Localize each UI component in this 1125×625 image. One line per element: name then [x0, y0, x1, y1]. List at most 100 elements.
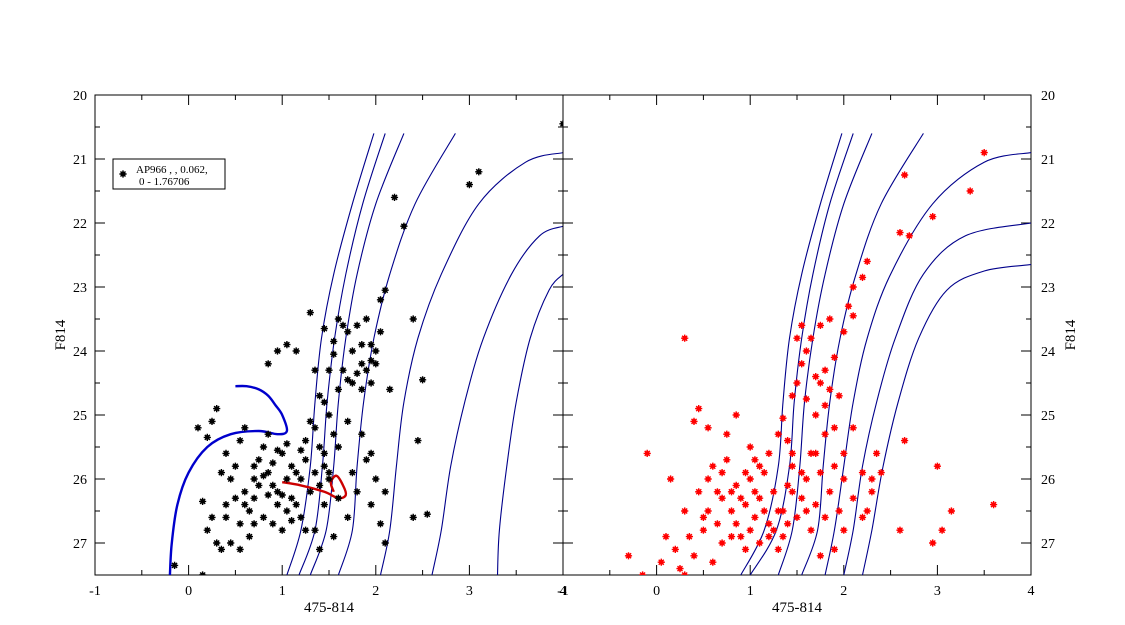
data-point	[793, 513, 801, 521]
data-point	[325, 469, 333, 477]
data-point	[929, 213, 937, 221]
data-point	[765, 449, 773, 457]
y-tick-label: 20	[73, 89, 87, 104]
x-tick-label: 0	[185, 584, 192, 599]
data-point	[213, 405, 221, 413]
data-point	[264, 469, 272, 477]
data-point	[283, 440, 291, 448]
data-point	[203, 433, 211, 441]
data-point	[306, 417, 314, 425]
data-point	[751, 513, 759, 521]
data-point	[362, 456, 370, 464]
data-point	[873, 449, 881, 457]
y-tick-label: 26	[1041, 473, 1055, 488]
data-point	[306, 309, 314, 317]
isochrone-line	[749, 133, 854, 575]
data-point	[334, 385, 342, 393]
x-tick-label: 3	[466, 584, 473, 599]
data-point	[320, 501, 328, 509]
data-point	[283, 475, 291, 483]
data-point	[241, 424, 249, 432]
x-tick-label: -1	[89, 584, 101, 599]
data-point	[325, 366, 333, 374]
data-point	[334, 315, 342, 323]
data-point	[358, 385, 366, 393]
data-point	[264, 360, 272, 368]
isochrone-line	[843, 222, 1031, 575]
data-point	[713, 488, 721, 496]
data-point	[830, 353, 838, 361]
data-point	[868, 475, 876, 483]
data-point	[302, 437, 310, 445]
y-tick-label: 21	[73, 153, 87, 168]
data-point	[741, 545, 750, 553]
data-point	[250, 462, 258, 470]
data-point	[348, 347, 356, 355]
y-tick-label: 27	[1041, 537, 1055, 552]
data-point	[278, 526, 286, 534]
data-point	[844, 302, 853, 310]
data-point	[727, 488, 736, 496]
isochrone-line	[740, 133, 843, 575]
data-point	[358, 341, 366, 349]
data-point	[933, 462, 941, 470]
data-point	[816, 321, 824, 329]
data-point	[849, 283, 857, 291]
data-point	[798, 360, 806, 368]
data-point	[231, 462, 239, 470]
data-point	[400, 222, 408, 230]
data-point	[222, 501, 230, 509]
data-point	[465, 181, 473, 189]
data-point	[896, 526, 904, 534]
data-point	[414, 437, 422, 445]
data-point	[793, 334, 801, 342]
data-point	[732, 520, 740, 528]
data-point	[358, 360, 366, 368]
data-point	[283, 341, 291, 349]
evolution-track	[168, 384, 289, 575]
data-point	[245, 533, 253, 541]
data-point	[259, 472, 268, 480]
data-point	[376, 328, 385, 336]
data-point	[227, 475, 235, 483]
data-point	[812, 449, 820, 457]
data-point	[624, 552, 633, 560]
data-point	[756, 494, 764, 502]
data-point	[779, 507, 787, 515]
data-point	[765, 520, 773, 528]
data-point	[325, 475, 333, 483]
isochrone-line	[298, 133, 386, 575]
data-point	[751, 456, 759, 464]
data-point	[840, 526, 848, 534]
data-point	[311, 469, 319, 477]
data-point	[774, 545, 782, 553]
y-tick-label: 20	[1041, 89, 1055, 104]
data-point	[685, 533, 693, 541]
y-tick-label: 22	[1041, 217, 1055, 232]
legend-box	[112, 158, 226, 190]
data-point	[779, 414, 787, 422]
data-point	[320, 398, 328, 406]
data-point	[250, 520, 258, 528]
data-point	[311, 424, 319, 432]
data-point	[381, 488, 389, 496]
x-tick-label: 2	[372, 584, 379, 599]
data-point	[320, 462, 328, 470]
isochrone-line	[777, 133, 873, 575]
data-point	[821, 513, 829, 521]
isochrone-line	[496, 273, 563, 575]
data-point	[723, 430, 731, 438]
data-point	[746, 443, 754, 451]
data-point	[807, 449, 815, 457]
isochrone-line	[379, 152, 563, 575]
data-point	[737, 533, 745, 541]
data-point	[980, 149, 988, 157]
data-point	[681, 334, 689, 342]
data-point	[858, 513, 867, 521]
data-point	[475, 168, 483, 176]
data-point	[390, 193, 399, 201]
data-point	[316, 481, 324, 489]
data-point	[788, 449, 796, 457]
data-point	[353, 369, 361, 377]
